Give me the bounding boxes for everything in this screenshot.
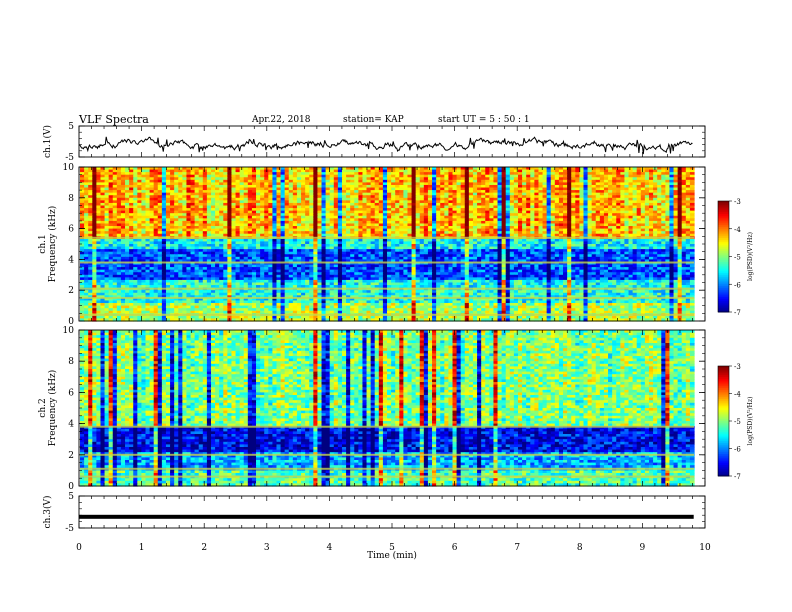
x-tick-label: 8: [577, 543, 583, 553]
y-tick-label: -5: [65, 153, 74, 163]
colorbar-tick-label: -3: [734, 363, 741, 371]
ch2-colorbar: [718, 366, 729, 477]
y-tick-label: 5: [68, 122, 74, 132]
y-tick-label: 0: [68, 482, 74, 492]
x-tick-label: 0: [76, 543, 82, 553]
ch3-waveform-line: [79, 515, 694, 519]
y-tick-label: 4: [68, 420, 74, 430]
colorbar-tick-label: -6: [734, 446, 741, 454]
y-tick-label: 2: [68, 286, 74, 296]
y-tick-label: 2: [68, 451, 74, 461]
x-tick-label: 7: [514, 543, 520, 553]
colorbar-tick-label: -7: [734, 473, 741, 481]
colorbar-label: log(PSD)(V²/Hz): [747, 232, 754, 281]
y-tick-label: 10: [63, 326, 75, 336]
colorbar-tick-label: -6: [734, 281, 741, 289]
y-tick-label: 5: [68, 492, 74, 502]
x-tick-label: 1: [139, 543, 145, 553]
colorbar-tick-label: -3: [734, 198, 741, 206]
y-tick-label: 6: [68, 225, 74, 235]
x-axis-label: Time (min): [367, 550, 417, 561]
colorbar-tick-label: -4: [734, 391, 741, 399]
y-tick-label: -5: [65, 524, 74, 534]
y-tick-label: 6: [68, 388, 74, 398]
x-tick-label: 2: [201, 543, 207, 553]
y-tick-label: 8: [68, 357, 74, 367]
y-axis-label: Frequency (kHz): [47, 370, 58, 447]
x-tick-label: 3: [264, 543, 270, 553]
y-tick-label: 10: [63, 163, 75, 173]
y-axis-label: ch.3(V): [42, 496, 53, 529]
y-axis-label: ch.2: [38, 398, 48, 417]
y-axis-label: Frequency (kHz): [47, 206, 58, 283]
colorbar-tick-label: -5: [734, 254, 741, 262]
colorbar-tick-label: -4: [734, 226, 741, 234]
ch1-colorbar: [718, 201, 729, 313]
y-tick-label: 8: [68, 194, 74, 204]
colorbar-tick-label: -7: [734, 309, 741, 317]
colorbar-label: log(PSD)(V²/Hz): [747, 397, 754, 446]
x-tick-label: 10: [699, 543, 711, 553]
ch1-spectrogram-image: [80, 167, 695, 322]
ch1-waveform-line: [79, 137, 693, 154]
y-axis-label: ch.1: [38, 234, 48, 253]
x-tick-label: 4: [327, 543, 333, 553]
ch2-spectrogram-image: [80, 330, 695, 487]
y-tick-label: 4: [68, 255, 74, 265]
colorbar-tick-label: -5: [734, 418, 741, 426]
y-axis-label: ch.1(V): [42, 125, 53, 158]
x-tick-label: 6: [452, 543, 458, 553]
x-tick-label: 9: [640, 543, 646, 553]
